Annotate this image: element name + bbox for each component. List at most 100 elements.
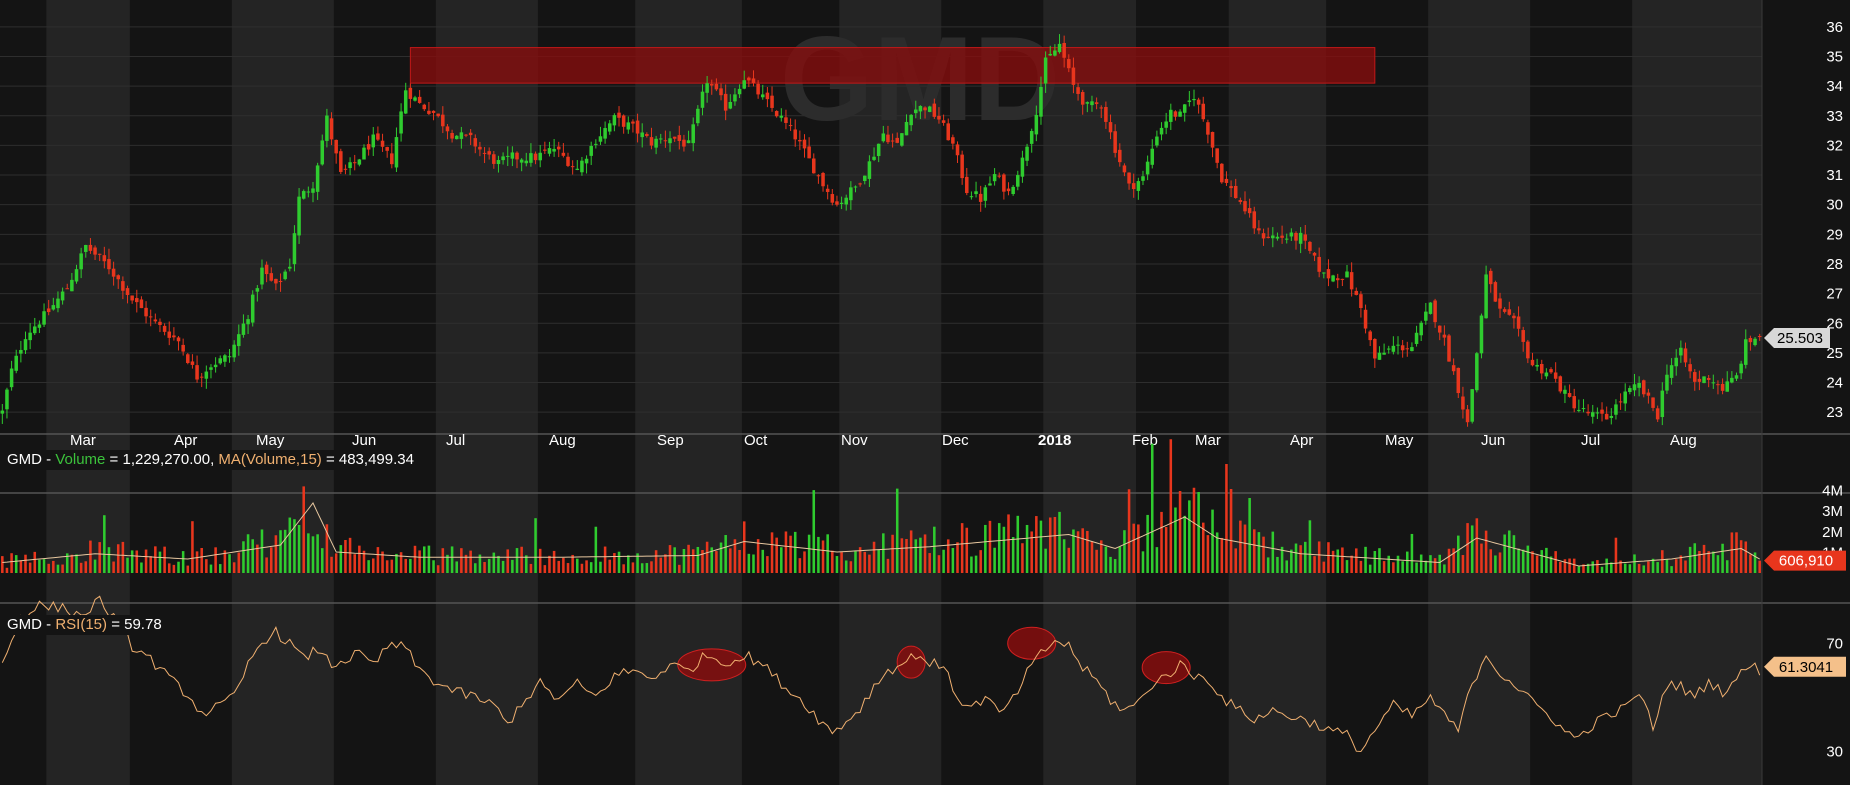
candle-body bbox=[965, 176, 969, 194]
candle-body bbox=[700, 91, 705, 108]
candle-body bbox=[190, 361, 195, 365]
x-axis-label: Nov bbox=[841, 432, 868, 449]
candle-body bbox=[241, 323, 246, 335]
candle-body bbox=[983, 187, 988, 201]
candle-body bbox=[719, 88, 723, 96]
candle-body bbox=[1539, 363, 1544, 374]
candle-body bbox=[186, 354, 190, 364]
candle-body bbox=[1080, 92, 1085, 105]
candle-body bbox=[297, 196, 301, 236]
candle-body bbox=[519, 159, 524, 163]
candle-body bbox=[468, 132, 473, 136]
candle-body bbox=[575, 168, 580, 170]
candle-body bbox=[339, 151, 343, 172]
candle-body bbox=[1470, 389, 1474, 422]
x-axis-label: Jul bbox=[446, 432, 465, 449]
candle-body bbox=[1521, 330, 1525, 342]
candle-body bbox=[301, 191, 306, 199]
candle-body bbox=[1479, 315, 1484, 354]
candle-body bbox=[1679, 347, 1683, 356]
candle-body bbox=[441, 114, 445, 127]
candle-body bbox=[199, 376, 204, 378]
volume-header-symbol: GMD bbox=[7, 451, 42, 468]
candle-body bbox=[445, 126, 450, 132]
candle-body bbox=[839, 202, 844, 204]
candle-body bbox=[529, 153, 533, 163]
candle-body bbox=[1716, 384, 1720, 386]
candle-body bbox=[1076, 87, 1080, 94]
candle-body bbox=[380, 140, 385, 147]
candle-body bbox=[232, 344, 236, 358]
candle-body bbox=[501, 156, 505, 161]
candle-body bbox=[264, 264, 269, 275]
candle-body bbox=[1567, 393, 1572, 397]
candle-body bbox=[654, 138, 658, 148]
price-tick-label: 26 bbox=[1826, 315, 1843, 332]
candle-body bbox=[844, 197, 848, 205]
candle-body bbox=[547, 148, 552, 154]
price-tick-label: 30 bbox=[1826, 197, 1843, 214]
candle-body bbox=[1247, 208, 1252, 214]
candle-body bbox=[1011, 186, 1015, 195]
candle-body bbox=[1614, 404, 1618, 415]
x-axis-label: Mar bbox=[70, 432, 96, 449]
candle-body bbox=[612, 115, 617, 126]
candle-body bbox=[1284, 238, 1289, 240]
candle-body bbox=[1099, 107, 1104, 109]
candle-body bbox=[1660, 390, 1665, 418]
candle-body bbox=[1094, 102, 1099, 105]
candle-body bbox=[941, 120, 946, 123]
candle-body bbox=[399, 111, 403, 134]
candle-body bbox=[1215, 148, 1219, 163]
candle-body bbox=[431, 110, 436, 113]
month-band bbox=[46, 0, 130, 785]
rsi-tick-label: 30 bbox=[1826, 743, 1843, 760]
month-band bbox=[1043, 0, 1137, 785]
month-band bbox=[1632, 0, 1762, 785]
candle-body bbox=[5, 389, 9, 410]
candle-body bbox=[1368, 331, 1372, 341]
candle-body bbox=[1651, 397, 1655, 408]
candle-body bbox=[524, 160, 529, 164]
candle-body bbox=[325, 115, 329, 141]
candle-body bbox=[1331, 275, 1335, 282]
volume-header-sep: - bbox=[42, 451, 56, 468]
candle-body bbox=[1220, 163, 1224, 183]
candle-body bbox=[482, 152, 487, 154]
candle-body bbox=[79, 253, 83, 270]
candle-body bbox=[978, 193, 983, 202]
month-band bbox=[1428, 0, 1531, 785]
price-tick-label: 24 bbox=[1826, 375, 1843, 392]
candle-body bbox=[960, 154, 964, 179]
candle-body bbox=[1600, 409, 1604, 414]
rsi-tick-label: 70 bbox=[1826, 635, 1843, 652]
candle-body bbox=[320, 140, 325, 165]
candle-body bbox=[1447, 335, 1451, 362]
candle-body bbox=[1632, 384, 1637, 391]
candle-body bbox=[867, 161, 872, 179]
candle-body bbox=[1141, 176, 1145, 181]
candle-body bbox=[74, 269, 79, 282]
candle-body bbox=[1373, 338, 1377, 359]
candle-body bbox=[802, 139, 807, 149]
candle-body bbox=[1122, 165, 1127, 173]
candle-body bbox=[23, 339, 28, 351]
x-axis-label: Jul bbox=[1581, 432, 1600, 449]
candle-body bbox=[881, 133, 886, 142]
candle-body bbox=[1437, 325, 1442, 333]
candle-body bbox=[1572, 396, 1576, 409]
candle-body bbox=[538, 152, 542, 161]
candle-body bbox=[1201, 103, 1206, 120]
candle-body bbox=[570, 166, 575, 168]
candle-body bbox=[1507, 309, 1512, 315]
candle-body bbox=[714, 83, 719, 90]
candle-body bbox=[645, 134, 649, 136]
candle-body bbox=[473, 138, 478, 147]
candle-body bbox=[19, 349, 23, 354]
candle-body bbox=[1451, 365, 1456, 372]
rsi-header: GMD - RSI(15) = 59.78 bbox=[4, 615, 165, 635]
candle-body bbox=[492, 154, 496, 164]
candle-body bbox=[774, 111, 779, 117]
candle-body bbox=[116, 275, 121, 280]
candle-body bbox=[1335, 278, 1340, 281]
